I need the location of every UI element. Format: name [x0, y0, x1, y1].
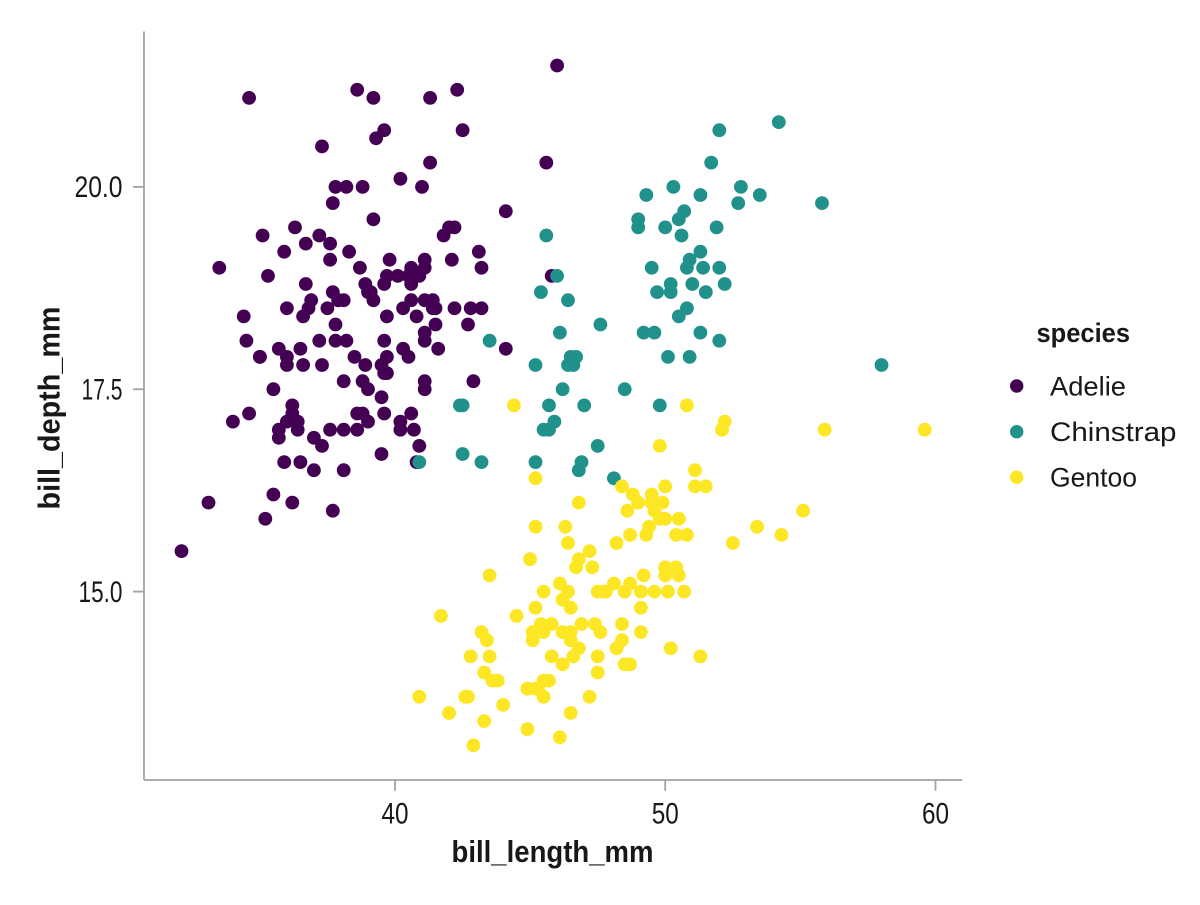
svg-text:40: 40 — [382, 797, 409, 830]
svg-text:species: species — [1037, 318, 1131, 348]
svg-text:Chinstrap: Chinstrap — [1050, 417, 1177, 447]
svg-text:15.0: 15.0 — [79, 576, 123, 609]
svg-text:17.5: 17.5 — [82, 373, 123, 406]
svg-text:50: 50 — [652, 797, 679, 830]
svg-text:bill_depth_mm: bill_depth_mm — [32, 307, 67, 510]
svg-text:60: 60 — [922, 797, 949, 830]
svg-text:Adelie: Adelie — [1050, 371, 1126, 401]
svg-text:Gentoo: Gentoo — [1050, 463, 1137, 493]
svg-text:bill_length_mm: bill_length_mm — [452, 834, 654, 869]
svg-text:20.0: 20.0 — [75, 171, 123, 204]
